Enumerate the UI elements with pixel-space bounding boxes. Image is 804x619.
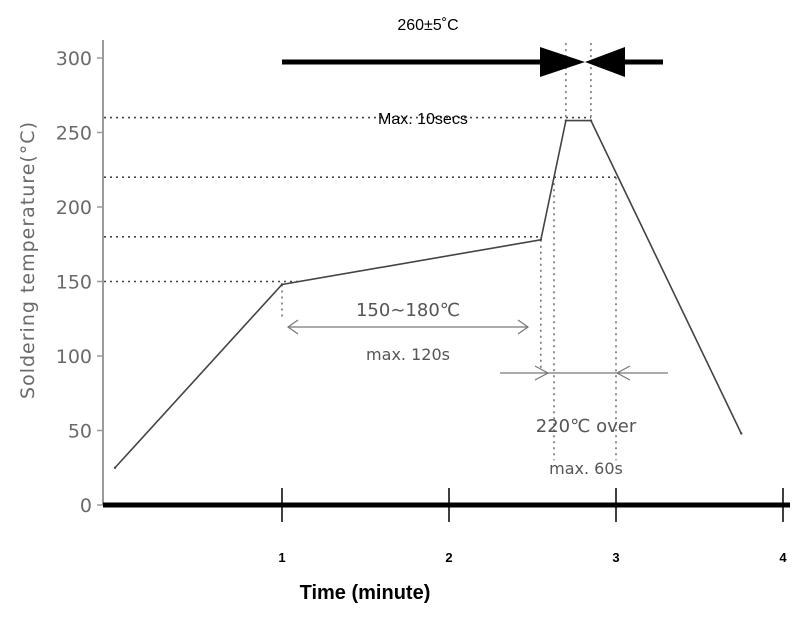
over220-arrow-right-head (615, 365, 631, 381)
peak-temp-label: 260±5˚C (397, 17, 458, 34)
y-tick-label: 150 (56, 272, 92, 294)
x-tick-label: 1 (278, 550, 285, 565)
x-tick-labels: 1 2 3 4 (278, 550, 787, 565)
series-point (113, 466, 117, 469)
y-tick-label: 300 (56, 48, 92, 70)
reference-lines (104, 116, 619, 283)
x-axis-label: Time (minute) (300, 582, 431, 604)
series-point (539, 238, 543, 241)
over220-arrow-left-head (534, 365, 550, 381)
peak-arrow-left-head (540, 47, 585, 77)
over220-label-line2: max. 60s (549, 459, 623, 478)
y-tick-label: 50 (68, 421, 92, 443)
y-tick-label: 250 (56, 123, 92, 145)
peak-label-backdrop (325, 0, 535, 46)
preheat-arrow-left-head (286, 319, 299, 335)
y-tick-label: 200 (56, 197, 92, 219)
preheat-arrow-right-head (517, 319, 530, 335)
y-tick-labels: 0 50 100 150 200 250 300 (56, 48, 92, 517)
x-tick-label: 3 (612, 550, 619, 565)
series-points (113, 119, 743, 469)
series-point (589, 119, 593, 122)
y-axis-label: Soldering temperature(°C) (17, 121, 39, 399)
over220-label-line1: 220℃ over (536, 416, 637, 437)
vertical-guide-lines (281, 43, 617, 461)
plot-area-background (10, 40, 750, 520)
peak-arrow-right-head (585, 47, 625, 77)
y-tick-label: 0 (80, 495, 92, 517)
x-tick-label: 4 (779, 550, 787, 565)
preheat-time-label: max. 120s (366, 345, 450, 364)
series-point (280, 283, 284, 286)
x-tick-label: 2 (445, 550, 452, 565)
x-ticks (281, 488, 784, 522)
y-ticks (97, 57, 103, 506)
series-point (564, 119, 568, 122)
series-point (740, 432, 743, 435)
preheat-range-label: 150∼180℃ (356, 300, 460, 321)
y-tick-label: 100 (56, 346, 92, 368)
series-line (114, 119, 742, 469)
peak-time-label: Max. 10secs (378, 111, 468, 128)
